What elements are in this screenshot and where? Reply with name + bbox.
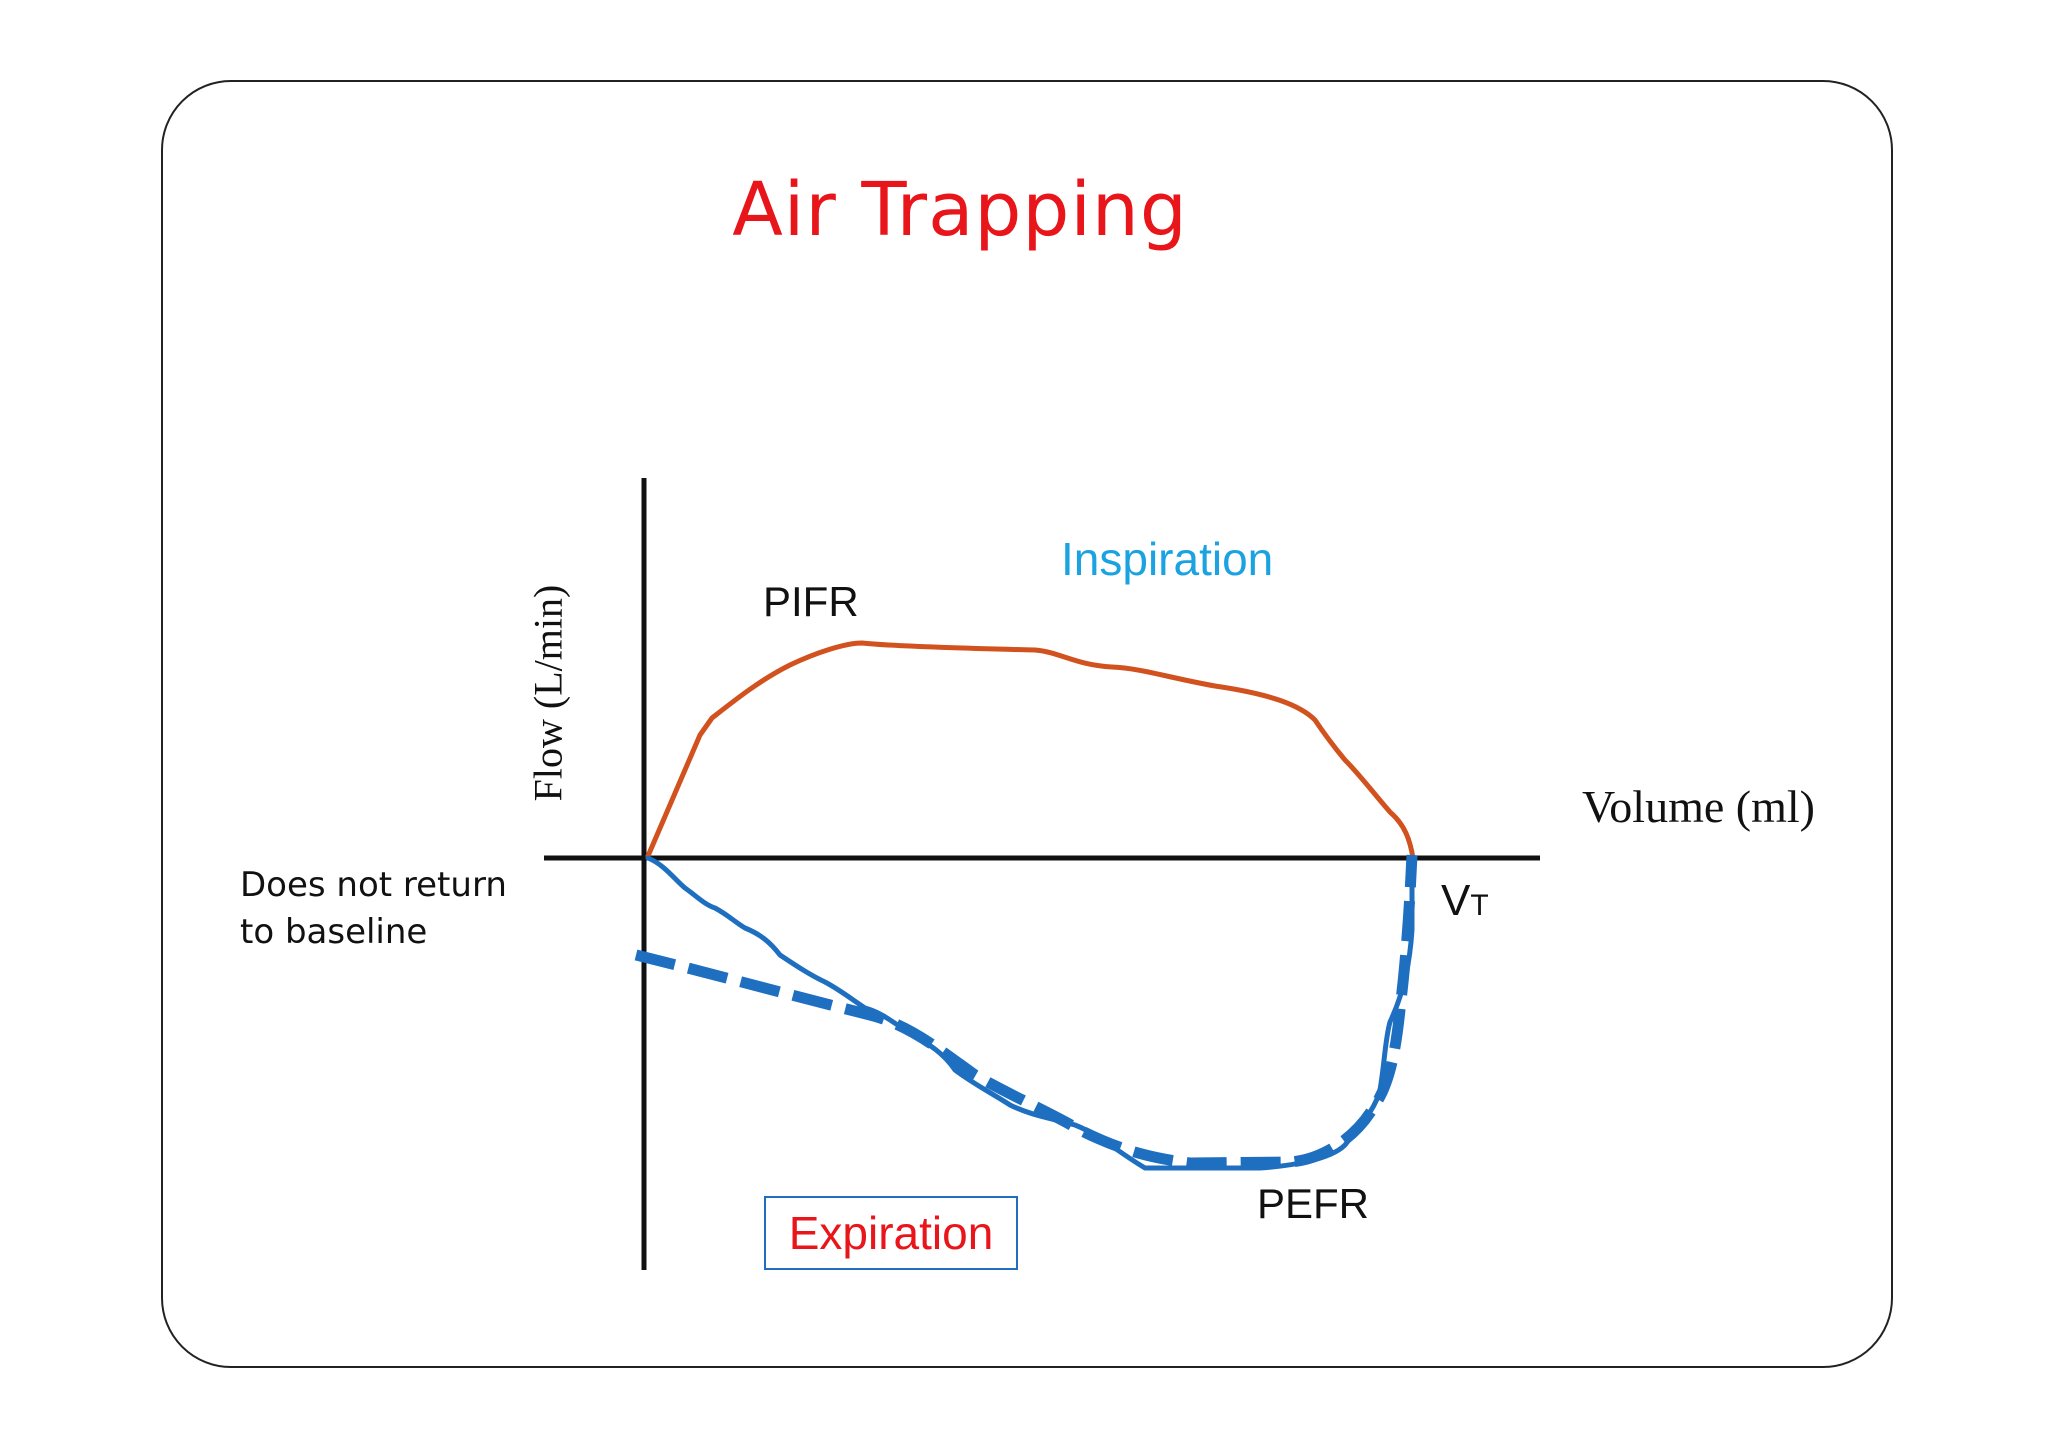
- inspiration-label: Inspiration: [1061, 533, 1274, 585]
- baseline-note-line-2: to baseline: [240, 912, 428, 952]
- tidal-volume-subscript: T: [1470, 889, 1489, 922]
- page-title: Air Trapping: [732, 167, 1188, 253]
- x-axis-label: Volume (ml): [1582, 781, 1815, 832]
- tidal-volume-label: VT: [1441, 876, 1489, 926]
- inspiration-curve: [645, 640, 1416, 861]
- expiration-curve: [645, 855, 1415, 1171]
- expiration-label: Expiration: [788, 1207, 994, 1259]
- pifr-label: PIFR: [763, 578, 859, 625]
- baseline-note-line-1: Does not return: [240, 865, 507, 905]
- tidal-volume-main: V: [1441, 876, 1471, 925]
- pefr-label: PEFR: [1257, 1180, 1370, 1227]
- expiration-dashed-curve: [634, 854, 1418, 1169]
- expiration-label-box: Expiration: [764, 1196, 1018, 1270]
- y-axis-label: Flow (L/min): [525, 584, 571, 802]
- slide-frame: [161, 80, 1893, 1368]
- baseline-note: Does not return to baseline: [240, 862, 507, 956]
